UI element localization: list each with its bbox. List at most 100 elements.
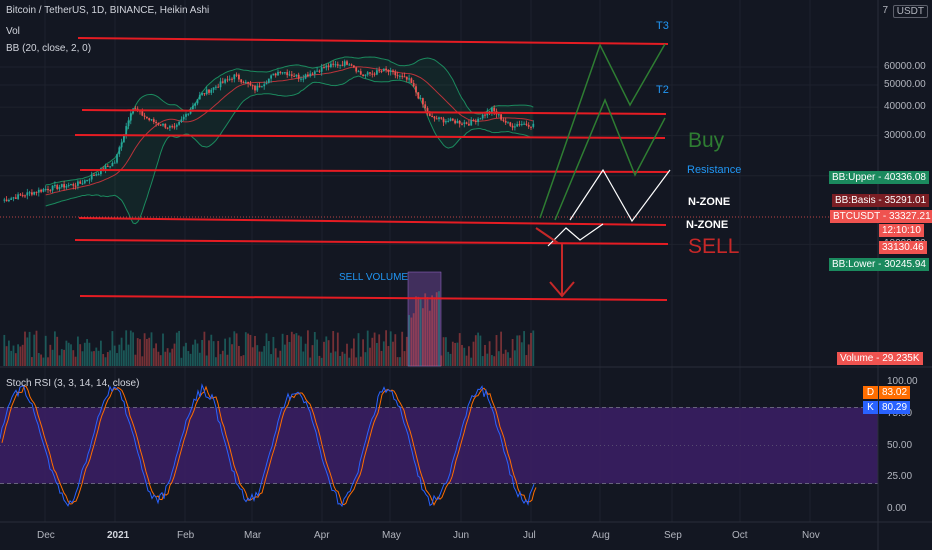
candle-body <box>42 189 45 192</box>
volume-bar <box>281 333 284 366</box>
volume-bar <box>346 343 348 366</box>
candle-body <box>40 189 42 192</box>
candle-body <box>95 174 98 176</box>
candle-body <box>143 115 146 117</box>
sell-arrow-head <box>549 281 575 298</box>
candle-body <box>491 107 493 113</box>
candle-body <box>362 74 364 76</box>
volume-bar <box>495 335 498 366</box>
candle-body <box>86 179 88 181</box>
horizontal-level-line <box>81 109 667 115</box>
candle-body <box>208 89 210 93</box>
candle-body <box>141 110 144 116</box>
candle-body <box>3 199 6 201</box>
volume-bar <box>348 357 351 366</box>
volume-bar <box>451 341 454 366</box>
volume-bar <box>28 331 31 366</box>
candle-body <box>474 121 477 123</box>
projection-paths[interactable] <box>535 43 671 298</box>
volume-bar <box>493 356 496 366</box>
volume-value: 29.235K <box>882 353 920 364</box>
candle-body <box>408 78 410 80</box>
candle-body <box>187 113 190 115</box>
volume-bar <box>217 340 220 366</box>
candle-body <box>353 65 355 68</box>
candle-body <box>369 72 371 74</box>
stoch-band <box>0 407 878 484</box>
sell-label[interactable]: SELL <box>688 235 740 258</box>
horizontal-level-line <box>79 169 669 173</box>
resistance-label[interactable]: Resistance <box>687 164 742 176</box>
volume-bar <box>267 340 270 366</box>
volume-bar <box>445 337 447 366</box>
volume-bar <box>141 356 144 366</box>
volume-bar <box>88 342 91 366</box>
candle-body <box>401 75 404 77</box>
volume-bar <box>339 356 341 366</box>
candle-body <box>256 85 259 91</box>
candle-body <box>173 126 176 128</box>
volume-bar <box>83 342 86 366</box>
candle-body <box>10 198 13 200</box>
candle-body <box>511 125 514 128</box>
candle-body <box>109 166 111 168</box>
volume-bar <box>288 341 291 366</box>
volume-bar <box>311 345 314 366</box>
candle-body <box>180 119 183 122</box>
candle-body <box>431 115 433 117</box>
candle-body <box>311 73 314 75</box>
candle-body <box>523 123 525 125</box>
bb-lower-tag: BB:Lower - 30245.94 <box>829 258 929 271</box>
volume-bar <box>35 330 38 366</box>
volume-bar <box>37 353 40 366</box>
candle-body <box>435 118 438 120</box>
volume-bar <box>385 330 387 366</box>
candle-body <box>28 192 31 194</box>
volume-bar <box>159 355 162 366</box>
volume-bar <box>279 350 282 366</box>
volume-bar <box>33 334 36 366</box>
buy-label[interactable]: Buy <box>688 129 725 152</box>
candle-body <box>224 79 226 83</box>
candle-body <box>31 192 33 195</box>
volume-bar <box>208 340 210 366</box>
candle-body <box>120 142 123 148</box>
n-zone-lower-label[interactable]: N-ZONE <box>686 219 729 231</box>
symbol-label: BTCUSDT <box>833 211 881 222</box>
candle-body <box>251 85 254 87</box>
volume-bar <box>405 336 408 366</box>
candle-body <box>164 123 167 128</box>
volume-bar <box>325 336 328 366</box>
target-t2-label[interactable]: T2 <box>656 84 669 96</box>
volume-bar <box>364 352 367 366</box>
volume-bar <box>203 331 206 366</box>
candle-body <box>72 184 75 186</box>
volume-bar <box>164 351 167 366</box>
volume-bar <box>456 342 459 366</box>
volume-bar <box>150 332 153 366</box>
volume-bar <box>290 331 293 366</box>
sell-volume-label[interactable]: SELL VOLUME <box>339 272 409 283</box>
candle-body <box>509 122 512 126</box>
trend-lines[interactable] <box>0 37 878 301</box>
candle-body <box>146 116 148 119</box>
n-zone-upper-label[interactable]: N-ZONE <box>688 196 731 208</box>
volume-bar <box>95 347 98 366</box>
volume-bar <box>378 334 381 366</box>
volume-bar <box>265 333 268 366</box>
volume-bar <box>178 330 180 366</box>
bb-basis-tag: BB:Basis - 35291.01 <box>832 194 930 207</box>
time-tick-label: Aug <box>592 530 610 541</box>
volume-bar <box>86 339 88 366</box>
volume-bar <box>484 344 486 366</box>
target-t3-label[interactable]: T3 <box>656 20 669 32</box>
currency-button[interactable]: USDT <box>892 5 928 18</box>
volume-bar <box>194 339 197 366</box>
candle-body <box>378 70 381 72</box>
volume-bar <box>187 351 190 366</box>
candle-body <box>219 81 222 88</box>
rsi-tick-label: 25.00 <box>887 471 913 483</box>
volume-bar <box>256 345 259 366</box>
candle-body <box>507 122 509 124</box>
